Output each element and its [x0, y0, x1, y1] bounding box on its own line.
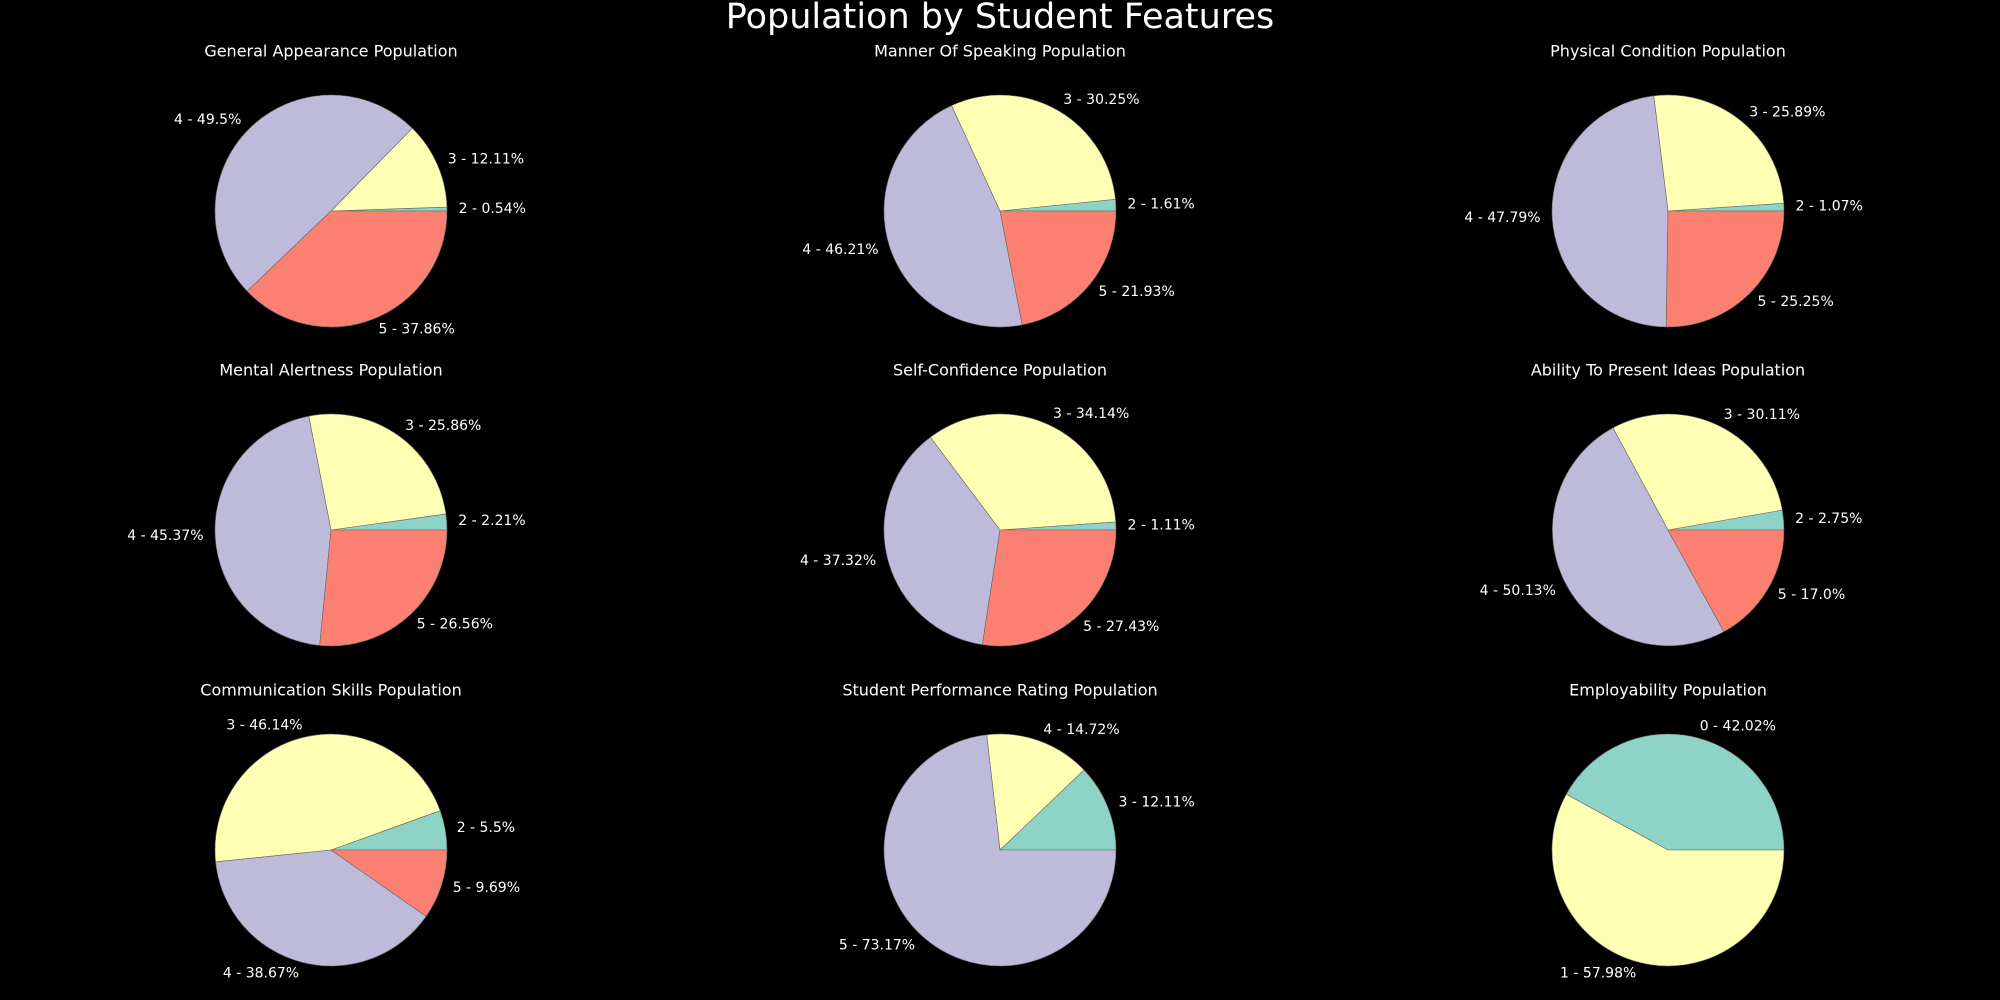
pie-chart: Student Performance Rating Population 3 -… — [839, 681, 1195, 967]
pie-chart-title: Manner Of Speaking Population — [874, 42, 1126, 61]
pie-slice-label: 3 - 34.14% — [1053, 406, 1129, 422]
pie-slice — [999, 769, 1117, 851]
pie-slice — [883, 436, 1001, 645]
pie-chart-title: Employability Population — [1569, 681, 1767, 700]
pie-slice-label: 0 - 42.02% — [1700, 718, 1776, 734]
pie-chart: Physical Condition Population 2 - 1.07% 3 … — [1464, 42, 1863, 328]
pie-slice-label: 3 - 30.11% — [1724, 407, 1800, 423]
pie-slice — [951, 94, 1116, 212]
pie-slice-label: 3 - 30.25% — [1063, 92, 1139, 108]
pie-slice-label: 4 - 14.72% — [1043, 722, 1119, 738]
pie-slice — [1665, 210, 1785, 328]
pie-slice — [982, 529, 1117, 647]
pie-slice — [214, 94, 413, 292]
pie-slice-label: 5 - 27.43% — [1083, 619, 1159, 635]
pie-chart-title: Physical Condition Population — [1550, 42, 1786, 61]
pie-slice — [1653, 94, 1785, 212]
pie-slice-label: 4 - 49.5% — [174, 112, 241, 128]
pie-chart-title: Communication Skills Population — [200, 681, 461, 700]
pie-slice — [215, 849, 427, 967]
pie-slice-label: 1 - 57.98% — [1560, 966, 1636, 982]
pie-slice-label: 5 - 73.17% — [839, 937, 915, 953]
pie-slice-label: 2 - 1.11% — [1128, 518, 1195, 534]
pie-slice-label: 5 - 26.56% — [417, 617, 493, 633]
pie-slice-label: 2 - 0.54% — [459, 201, 526, 217]
pie-slice-label: 3 - 46.14% — [226, 718, 302, 734]
pie-slice — [330, 127, 448, 212]
pie-chart: Manner Of Speaking Population 2 - 1.61% 3 … — [802, 42, 1195, 328]
pie-slice-label: 3 - 25.86% — [405, 418, 481, 434]
pie-slice — [986, 733, 1085, 851]
pie-slice-label: 2 - 2.21% — [458, 513, 525, 529]
pie-slice-label: 2 - 1.07% — [1796, 199, 1863, 215]
pie-chart: Communication Skills Population 2 - 5.5% 3… — [200, 681, 520, 982]
pie-chart-title: General Appearance Population — [204, 42, 457, 61]
pie-slice — [929, 413, 1117, 531]
pie-slice — [330, 849, 448, 917]
pie-chart-title: Mental Alertness Population — [219, 361, 442, 380]
pie-slice — [1612, 413, 1783, 531]
pie-slice-label: 2 - 2.75% — [1795, 511, 1862, 527]
figure-title: Population by Student Features — [725, 0, 1275, 37]
pie-slice — [1667, 529, 1785, 633]
pie-chart: General Appearance Population 2 - 0.54% 3 … — [174, 42, 526, 338]
pie-slice-label: 2 - 5.5% — [457, 820, 515, 836]
pie-slice — [1551, 95, 1669, 328]
pie-slice-label: 4 - 46.21% — [802, 242, 878, 258]
pie-slice — [1552, 427, 1725, 646]
pie-slice-label: 3 - 12.11% — [1119, 795, 1195, 811]
pie-slice-label: 4 - 45.37% — [127, 528, 203, 544]
pie-slice-label: 5 - 25.25% — [1758, 294, 1834, 310]
pie-slice — [1565, 733, 1785, 851]
pie-chart-title: Ability To Present Ideas Population — [1531, 361, 1805, 380]
pie-slice-label: 5 - 37.86% — [379, 321, 455, 337]
pie-slice — [214, 733, 441, 863]
pie-slice-label: 4 - 50.13% — [1480, 583, 1556, 599]
pie-slice — [1551, 793, 1785, 967]
pie-slice-label: 2 - 1.61% — [1127, 197, 1194, 213]
pie-slice — [883, 734, 1117, 967]
pie-chart: Ability To Present Ideas Population 2 - 2… — [1480, 361, 1862, 646]
pie-slice-label: 5 - 9.69% — [453, 880, 520, 896]
pie-slice-label: 3 - 12.11% — [448, 152, 524, 168]
pie-slice — [999, 210, 1117, 326]
pie-slice — [883, 105, 1023, 328]
pie-chart: Self-Confidence Population 2 - 1.11% 3 - 3… — [800, 361, 1195, 647]
pie-chart: Employability Population 0 - 42.02% 1 - 57… — [1551, 681, 1785, 982]
pie-slice — [319, 529, 448, 647]
pie-chart-title: Student Performance Rating Population — [842, 681, 1157, 700]
pie-slice — [214, 415, 332, 646]
pie-chart: Mental Alertness Population 2 - 2.21% 3 - … — [127, 361, 526, 647]
pie-slice-label: 4 - 38.67% — [223, 966, 299, 982]
pie-slice-label: 4 - 47.79% — [1464, 210, 1540, 226]
pie-slice — [308, 413, 447, 531]
pie-slice-label: 4 - 37.32% — [800, 553, 876, 569]
pie-slice-label: 5 - 21.93% — [1099, 284, 1175, 300]
pie-slice-label: 3 - 25.89% — [1749, 105, 1825, 121]
pie-slice-label: 5 - 17.0% — [1778, 587, 1845, 603]
pie-slice — [246, 210, 448, 328]
pie-chart-title: Self-Confidence Population — [893, 361, 1107, 380]
